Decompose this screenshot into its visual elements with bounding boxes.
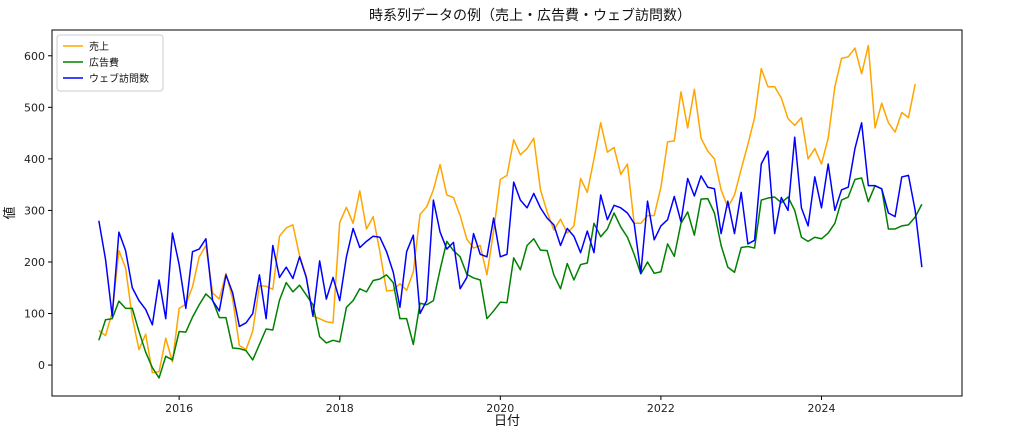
legend-label-0: 売上 xyxy=(89,40,109,53)
plot-area xyxy=(51,29,963,397)
legend-label-1: 広告費 xyxy=(89,56,119,69)
y-tick-label: 200 xyxy=(24,256,45,269)
y-tick-label: 600 xyxy=(24,50,45,63)
y-tick-label: 400 xyxy=(24,153,45,166)
x-axis: 2016 2018 2020 2022 2024 xyxy=(165,396,835,415)
y-axis-label: 値 xyxy=(2,206,18,219)
y-axis: 0 100 200 300 400 500 600 xyxy=(24,50,52,372)
y-tick-label: 100 xyxy=(24,308,45,321)
x-tick-label: 2016 xyxy=(165,402,193,415)
series-line-1 xyxy=(98,177,923,379)
series-layer xyxy=(98,44,923,379)
x-tick-label: 2024 xyxy=(807,402,835,415)
y-tick-label: 0 xyxy=(38,359,45,372)
x-tick-label: 2022 xyxy=(647,402,675,415)
y-tick-label: 500 xyxy=(24,101,45,114)
chart-title: 時系列データの例（売上・広告費・ウェブ訪問数） xyxy=(369,7,691,24)
x-tick-label: 2020 xyxy=(486,402,514,415)
x-axis-label: 日付 xyxy=(494,414,520,429)
legend-label-2: ウェブ訪問数 xyxy=(89,72,149,85)
series-line-0 xyxy=(98,44,916,374)
series-line-2 xyxy=(98,122,923,328)
x-tick-label: 2018 xyxy=(326,402,354,415)
y-tick-label: 300 xyxy=(24,204,45,217)
legend-box xyxy=(56,34,164,92)
